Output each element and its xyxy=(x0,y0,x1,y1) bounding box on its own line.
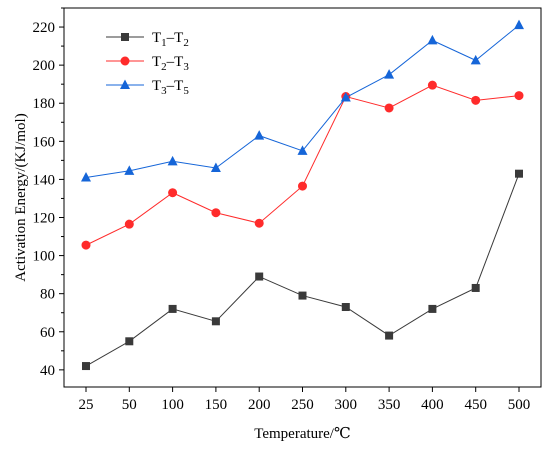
data-point xyxy=(384,69,395,79)
data-point xyxy=(427,80,437,90)
plot-frame xyxy=(63,7,542,388)
data-point xyxy=(124,219,134,229)
y-tick-label: 60 xyxy=(40,325,55,341)
x-tick-label: 300 xyxy=(335,397,358,413)
data-point xyxy=(254,218,264,228)
data-point xyxy=(168,304,177,313)
data-point xyxy=(168,188,178,198)
x-tick-label: 200 xyxy=(248,397,271,413)
data-point xyxy=(471,283,480,292)
data-point xyxy=(255,272,264,281)
x-tick-label: 450 xyxy=(464,397,487,413)
x-axis-title: Temperature/℃ xyxy=(254,426,351,442)
legend-text-part: T xyxy=(152,78,161,94)
x-tick-label: 50 xyxy=(122,397,137,413)
series-line xyxy=(85,84,520,246)
data-point xyxy=(427,34,438,45)
y-tick-label: 160 xyxy=(33,134,56,150)
data-point xyxy=(297,145,308,155)
data-point xyxy=(211,208,221,218)
ticks: 25 50 100 150 200 250 300 350 400 450 500406080100… xyxy=(33,7,531,413)
data-point xyxy=(471,95,481,105)
data-point xyxy=(167,155,178,166)
y-tick-label: 220 xyxy=(33,20,56,36)
x-tick-label: 250 xyxy=(291,397,314,413)
y-tick-label: 40 xyxy=(40,363,55,379)
x-tick-label: 500 xyxy=(508,397,531,413)
legend-marker xyxy=(120,79,130,89)
series-2 xyxy=(81,80,524,250)
legend-marker xyxy=(120,56,130,66)
y-tick-label: 140 xyxy=(33,172,56,188)
legend-subscript: 3 xyxy=(183,61,189,73)
legend-label: T1–T2 xyxy=(152,30,189,49)
y-tick-label: 180 xyxy=(33,96,56,112)
data-point xyxy=(210,162,221,172)
legend-subscript: 2 xyxy=(183,37,189,49)
legend-label: T3–T5 xyxy=(152,78,189,97)
data-point xyxy=(514,19,524,30)
plot-area xyxy=(81,19,524,371)
legend-label: T2–T3 xyxy=(152,54,189,73)
legend-entry: T2–T3 xyxy=(106,54,189,73)
data-point xyxy=(254,130,265,140)
series-3 xyxy=(81,19,524,182)
legend-subscript: 5 xyxy=(183,85,189,97)
x-tick-label: 25 xyxy=(79,397,94,413)
data-point xyxy=(384,103,394,113)
legend-subscript: 1 xyxy=(161,37,167,49)
x-tick-label: 350 xyxy=(378,397,401,413)
data-point xyxy=(470,54,481,65)
legend-text-part: –T xyxy=(166,30,184,46)
x-tick-label: 100 xyxy=(161,397,184,413)
legend-text-part: –T xyxy=(166,78,184,94)
x-tick-label: 150 xyxy=(205,397,228,413)
data-point xyxy=(340,92,351,102)
y-tick-label: 120 xyxy=(33,210,56,226)
data-point xyxy=(385,331,394,340)
data-point xyxy=(211,317,220,326)
data-point xyxy=(125,337,134,346)
data-point xyxy=(298,181,307,191)
legend-text-part: T xyxy=(152,30,161,46)
data-point xyxy=(514,91,524,101)
legend-entry: T1–T2 xyxy=(106,30,189,49)
y-tick-label: 80 xyxy=(40,287,55,303)
data-point xyxy=(515,169,523,178)
legend-subscript: 2 xyxy=(161,61,167,73)
series-line xyxy=(85,173,520,367)
data-point xyxy=(82,362,90,371)
data-point xyxy=(341,303,350,312)
y-axis-title: Activation Energy/(KJ/mol) xyxy=(13,113,29,281)
legend-entry: T3–T5 xyxy=(106,78,189,97)
y-tick-label: 100 xyxy=(33,249,56,265)
legend-text-part: –T xyxy=(166,54,184,70)
legend-text-part: T xyxy=(152,54,161,70)
data-point xyxy=(81,172,91,182)
data-point xyxy=(298,291,307,300)
legend-subscript: 3 xyxy=(161,85,167,97)
y-tick-label: 200 xyxy=(33,58,56,74)
data-point xyxy=(428,304,437,313)
x-tick-label: 400 xyxy=(421,397,444,413)
legend-marker xyxy=(121,33,129,41)
series-1 xyxy=(82,169,523,371)
data-point xyxy=(81,240,91,250)
axes xyxy=(63,7,542,388)
data-point xyxy=(124,165,135,175)
